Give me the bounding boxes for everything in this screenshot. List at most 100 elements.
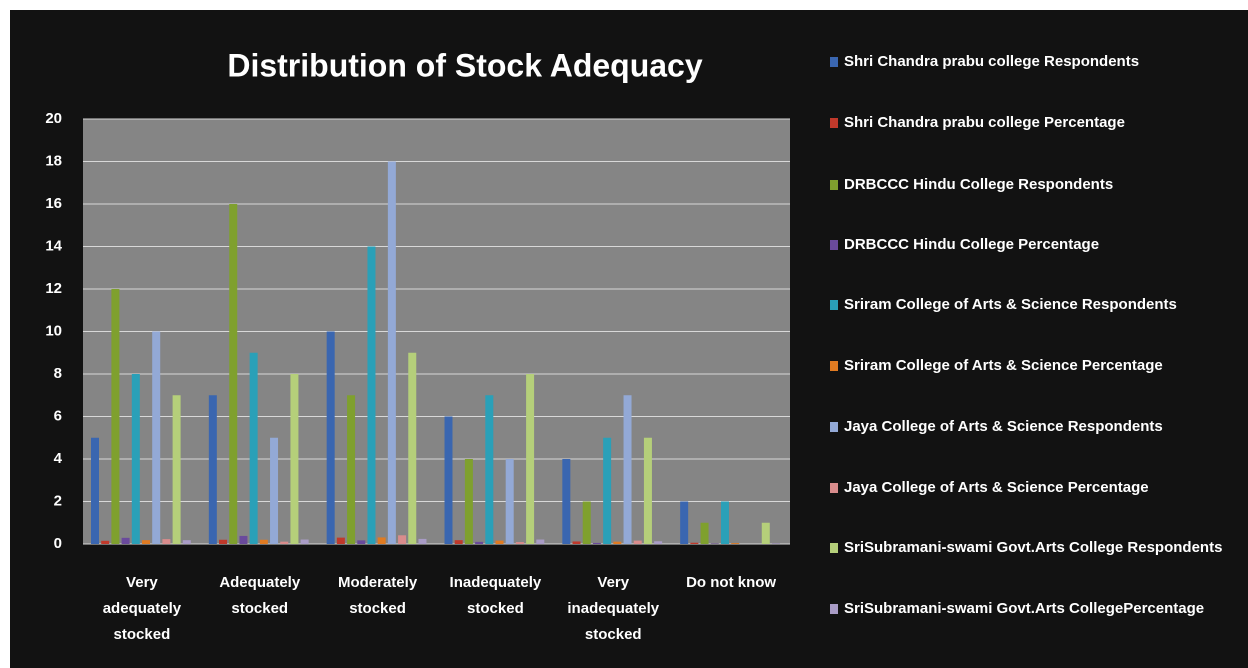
legend-swatch	[830, 180, 838, 190]
x-tick-label: Very inadequately stocked	[567, 574, 660, 643]
bar	[182, 540, 191, 544]
bar	[259, 539, 268, 544]
y-tick-label: 14	[45, 237, 62, 254]
legend-item: SriSubramani-swami Govt.Arts College Res…	[830, 534, 1240, 562]
bar	[572, 541, 581, 544]
y-tick-label: 4	[54, 450, 63, 467]
bar	[239, 535, 248, 544]
bar	[387, 161, 396, 544]
x-tick-label: Very adequately stocked	[102, 574, 182, 643]
y-tick-label: 2	[54, 492, 62, 509]
legend-swatch	[830, 543, 838, 553]
bar	[219, 539, 228, 544]
y-tick-label: 8	[54, 365, 62, 382]
x-tick-label: Adequately stocked	[219, 574, 301, 617]
bar	[111, 289, 120, 544]
bar	[536, 539, 545, 544]
bar	[603, 437, 612, 544]
bar	[582, 501, 591, 544]
legend-swatch	[830, 483, 838, 493]
bar	[720, 501, 729, 544]
bar	[270, 437, 279, 544]
y-tick-label: 12	[45, 280, 62, 297]
x-tick-label: Do not know	[686, 574, 777, 591]
legend-label: SriSubramani-swami Govt.Arts CollegePerc…	[844, 600, 1205, 617]
legend-swatch	[830, 361, 838, 371]
legend-swatch	[830, 57, 838, 67]
legend-item: DRBCCC Hindu College Respondents	[830, 171, 1240, 199]
bar	[326, 331, 335, 544]
bar	[418, 538, 427, 544]
legend-swatch	[830, 240, 838, 250]
legend-item: Jaya College of Arts & Science Responden…	[830, 413, 1240, 441]
bar	[280, 541, 289, 544]
legend-label: Jaya College of Arts & Science Percentag…	[844, 479, 1149, 496]
bar	[613, 541, 622, 544]
y-tick-label: 18	[45, 152, 62, 169]
bar	[464, 459, 473, 544]
bar	[761, 522, 770, 544]
bar	[336, 537, 345, 544]
bar	[377, 537, 386, 544]
bar	[654, 541, 663, 544]
y-tick-label: 10	[45, 322, 62, 339]
chart: Distribution of Stock Adequacy 0 2 4 6 8 10 12…	[45, 47, 790, 552]
bar	[495, 540, 504, 544]
bar	[121, 537, 130, 544]
bar	[162, 539, 171, 544]
legend-label: Shri Chandra prabu college Respondents	[844, 53, 1140, 70]
legend-swatch	[830, 118, 838, 128]
bar	[643, 437, 652, 544]
x-tick-label: Inadequately stocked	[449, 574, 542, 617]
bar	[152, 331, 161, 544]
legend-label: Sriram College of Arts & Science Percent…	[844, 357, 1163, 374]
bar	[408, 352, 417, 544]
bar	[515, 542, 524, 544]
bar	[172, 395, 181, 544]
legend-label: DRBCCC Hindu College Percentage	[844, 236, 1100, 253]
bar	[680, 501, 689, 544]
legend-item: Shri Chandra prabu college Percentage	[830, 109, 1240, 137]
legend-item: Shri Chandra prabu college Respondents	[830, 48, 1240, 76]
bar	[475, 541, 484, 544]
bar	[562, 459, 571, 544]
y-tick-label: 6	[54, 407, 62, 424]
legend-label: SriSubramani-swami Govt.Arts College Res…	[844, 539, 1223, 556]
bar	[505, 459, 514, 544]
y-tick-label: 0	[54, 535, 62, 552]
bar	[208, 395, 217, 544]
bar	[633, 540, 642, 544]
bar	[367, 246, 376, 544]
bar	[771, 543, 780, 544]
bar	[454, 540, 463, 544]
bar	[731, 543, 740, 544]
legend-label: Shri Chandra prabu college Percentage	[844, 114, 1125, 131]
bar	[357, 540, 366, 544]
bar	[398, 535, 407, 544]
legend-label: DRBCCC Hindu College Respondents	[844, 176, 1114, 193]
legend-item: SriSubramani-swami Govt.Arts CollegePerc…	[830, 595, 1240, 623]
legend-item: DRBCCC Hindu College Percentage	[830, 231, 1240, 259]
chart-title: Distribution of Stock Adequacy	[227, 47, 703, 83]
bar	[444, 416, 453, 544]
chart-frame: Distribution of Stock Adequacy 0 2 4 6 8 10 12…	[10, 10, 1248, 668]
x-tick-label: Moderately stocked	[337, 574, 418, 617]
bar	[91, 437, 99, 544]
y-tick-label: 20	[45, 110, 62, 127]
bar	[526, 374, 535, 544]
legend-label: Jaya College of Arts & Science Responden…	[844, 418, 1163, 435]
legend-swatch	[830, 300, 838, 310]
bar	[300, 539, 309, 544]
bar	[142, 540, 150, 544]
legend-swatch	[830, 422, 838, 432]
bar	[690, 542, 699, 544]
bar	[249, 352, 258, 544]
y-tick-label: 16	[45, 195, 62, 212]
bar	[592, 542, 601, 544]
legend-item: Jaya College of Arts & Science Percentag…	[830, 474, 1240, 502]
legend-item: Sriram College of Arts & Science Percent…	[830, 352, 1240, 380]
bar	[347, 395, 356, 544]
legend-swatch	[830, 604, 838, 614]
bar	[485, 395, 494, 544]
bar	[623, 395, 632, 544]
